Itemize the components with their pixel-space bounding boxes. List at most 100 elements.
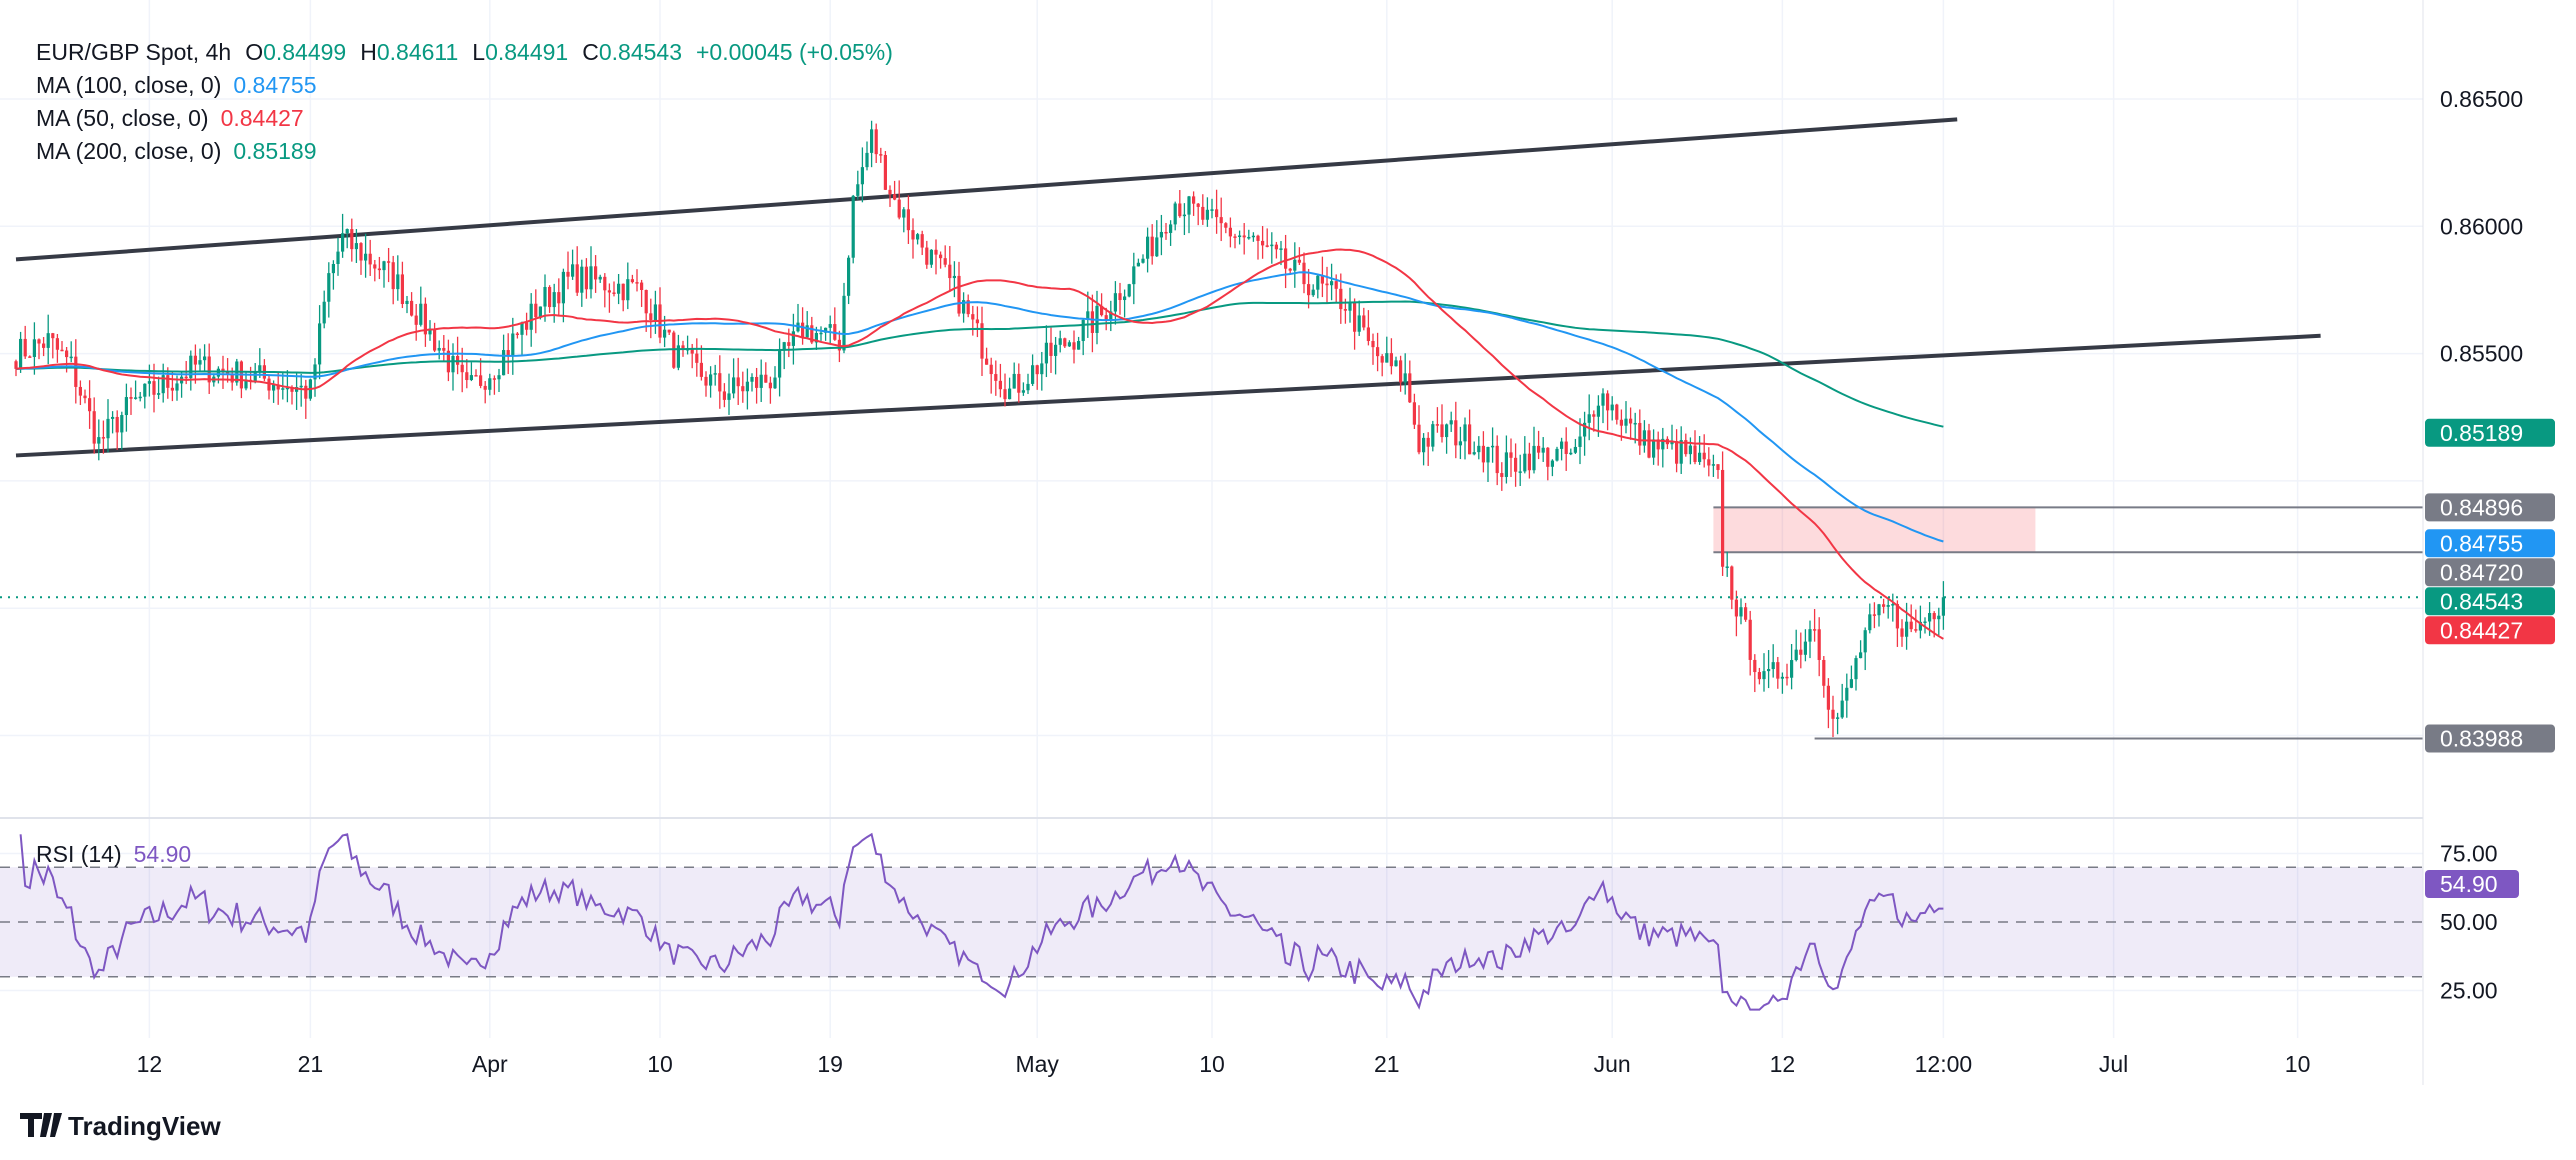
candle-body xyxy=(226,371,230,375)
candle-body xyxy=(1385,353,1389,363)
candle-body xyxy=(759,374,763,388)
candle-body xyxy=(1840,700,1844,718)
candle-body xyxy=(773,377,777,389)
candle-body xyxy=(1486,447,1490,463)
candle-body xyxy=(184,376,188,379)
candle-body xyxy=(1937,615,1941,620)
tradingview-logo[interactable]: TradingView xyxy=(20,1111,221,1141)
candle-body xyxy=(1288,268,1292,271)
candle-body xyxy=(1265,245,1269,247)
price-axis[interactable]: 0.86500 0.86000 0.85500 0.85189 0.84896 0.847… xyxy=(2425,86,2555,753)
candle-body xyxy=(55,338,59,350)
candle-body xyxy=(78,386,82,396)
candle-body xyxy=(529,303,533,330)
candle-body xyxy=(1638,422,1642,446)
ma50-line xyxy=(15,248,1944,640)
candle-body xyxy=(267,378,271,391)
candle-body xyxy=(552,292,556,308)
candle-body xyxy=(1228,227,1232,237)
channel-lower-line[interactable] xyxy=(15,333,2321,458)
candle-body xyxy=(88,398,92,412)
candle-body xyxy=(1192,196,1196,204)
channel-upper-line[interactable] xyxy=(15,117,1958,262)
candle-body xyxy=(1417,424,1421,453)
price-badge xyxy=(2425,529,2555,558)
price-badge-label: 0.83988 xyxy=(2440,726,2523,752)
candle-body xyxy=(69,356,73,359)
candle-body xyxy=(1711,464,1715,466)
candle-body xyxy=(1863,630,1867,653)
candle-body xyxy=(1169,224,1173,233)
time-tick-label: 21 xyxy=(1374,1051,1400,1077)
candle-body xyxy=(543,286,547,307)
candle-body xyxy=(902,209,906,218)
horizontal-levels[interactable] xyxy=(1713,506,2423,740)
candle-body xyxy=(538,306,542,318)
candle-body xyxy=(1366,327,1370,341)
candle-body xyxy=(382,261,386,271)
candle-body xyxy=(327,273,331,302)
candle-body xyxy=(1762,671,1766,680)
candle-body xyxy=(1546,447,1550,467)
candle-body xyxy=(741,386,745,392)
candle-body xyxy=(888,189,892,195)
candle-body xyxy=(1573,446,1577,453)
candle-body xyxy=(1744,607,1748,620)
candle-body xyxy=(985,358,989,365)
candle-body xyxy=(1624,418,1628,426)
candle-body xyxy=(1325,283,1329,286)
candle-body xyxy=(594,266,598,280)
candle-body xyxy=(414,315,418,325)
candle-body xyxy=(962,300,966,314)
candle-body xyxy=(19,338,23,369)
candle-body xyxy=(318,323,322,365)
candle-body xyxy=(1550,460,1554,467)
candle-body xyxy=(1362,315,1366,328)
legend-ma100[interactable]: MA (100, close, 0) 0.84755 xyxy=(36,72,317,98)
candle-body xyxy=(1279,248,1283,250)
price-badge xyxy=(2425,587,2555,616)
candle-body xyxy=(442,347,446,351)
candle-body xyxy=(106,418,110,439)
price-badge xyxy=(2425,493,2555,522)
legend-ma50[interactable]: MA (50, close, 0) 0.84427 xyxy=(36,105,304,131)
candle-body xyxy=(115,416,119,433)
candle-body xyxy=(1081,319,1085,342)
candle-body xyxy=(1679,440,1683,464)
rsi-axis[interactable]: 75.00 50.00 25.00 54.90 xyxy=(2425,841,2519,1004)
candle-body xyxy=(1389,353,1393,367)
candle-body xyxy=(1224,223,1228,228)
candle-body xyxy=(101,437,105,439)
candle-body xyxy=(709,374,713,386)
legend-ma200[interactable]: MA (200, close, 0) 0.85189 xyxy=(36,138,317,164)
candle-body xyxy=(1481,445,1485,463)
candle-body xyxy=(428,328,432,335)
candle-body xyxy=(1652,439,1656,458)
legend-rsi[interactable]: RSI (14) 54.90 xyxy=(36,841,191,867)
candle-body xyxy=(1569,452,1573,455)
trendlines[interactable] xyxy=(15,117,2321,458)
candle-body xyxy=(1808,629,1812,642)
candle-body xyxy=(1146,236,1150,259)
candle-body xyxy=(584,266,588,290)
candle-body xyxy=(1293,259,1297,271)
price-badge-label: 0.84720 xyxy=(2440,559,2523,585)
time-tick-label: 10 xyxy=(2285,1051,2311,1077)
candle-body xyxy=(492,378,496,380)
candle-body xyxy=(1090,311,1094,333)
time-axis[interactable]: 12 21 Apr 10 19 May 10 21 Jun 12 12:00 Jul 10 xyxy=(137,1051,2311,1077)
candle-body xyxy=(1872,614,1876,616)
candle-body xyxy=(566,271,570,277)
candle-body xyxy=(272,384,276,391)
candle-body xyxy=(975,319,979,324)
candle-body xyxy=(359,243,363,261)
candle-body xyxy=(511,333,515,356)
candle-body xyxy=(1113,293,1117,312)
candle-body xyxy=(32,339,36,357)
candle-body xyxy=(65,350,69,358)
candle-body xyxy=(152,381,156,395)
candle-body xyxy=(1504,452,1508,477)
candle-body xyxy=(1164,231,1168,234)
